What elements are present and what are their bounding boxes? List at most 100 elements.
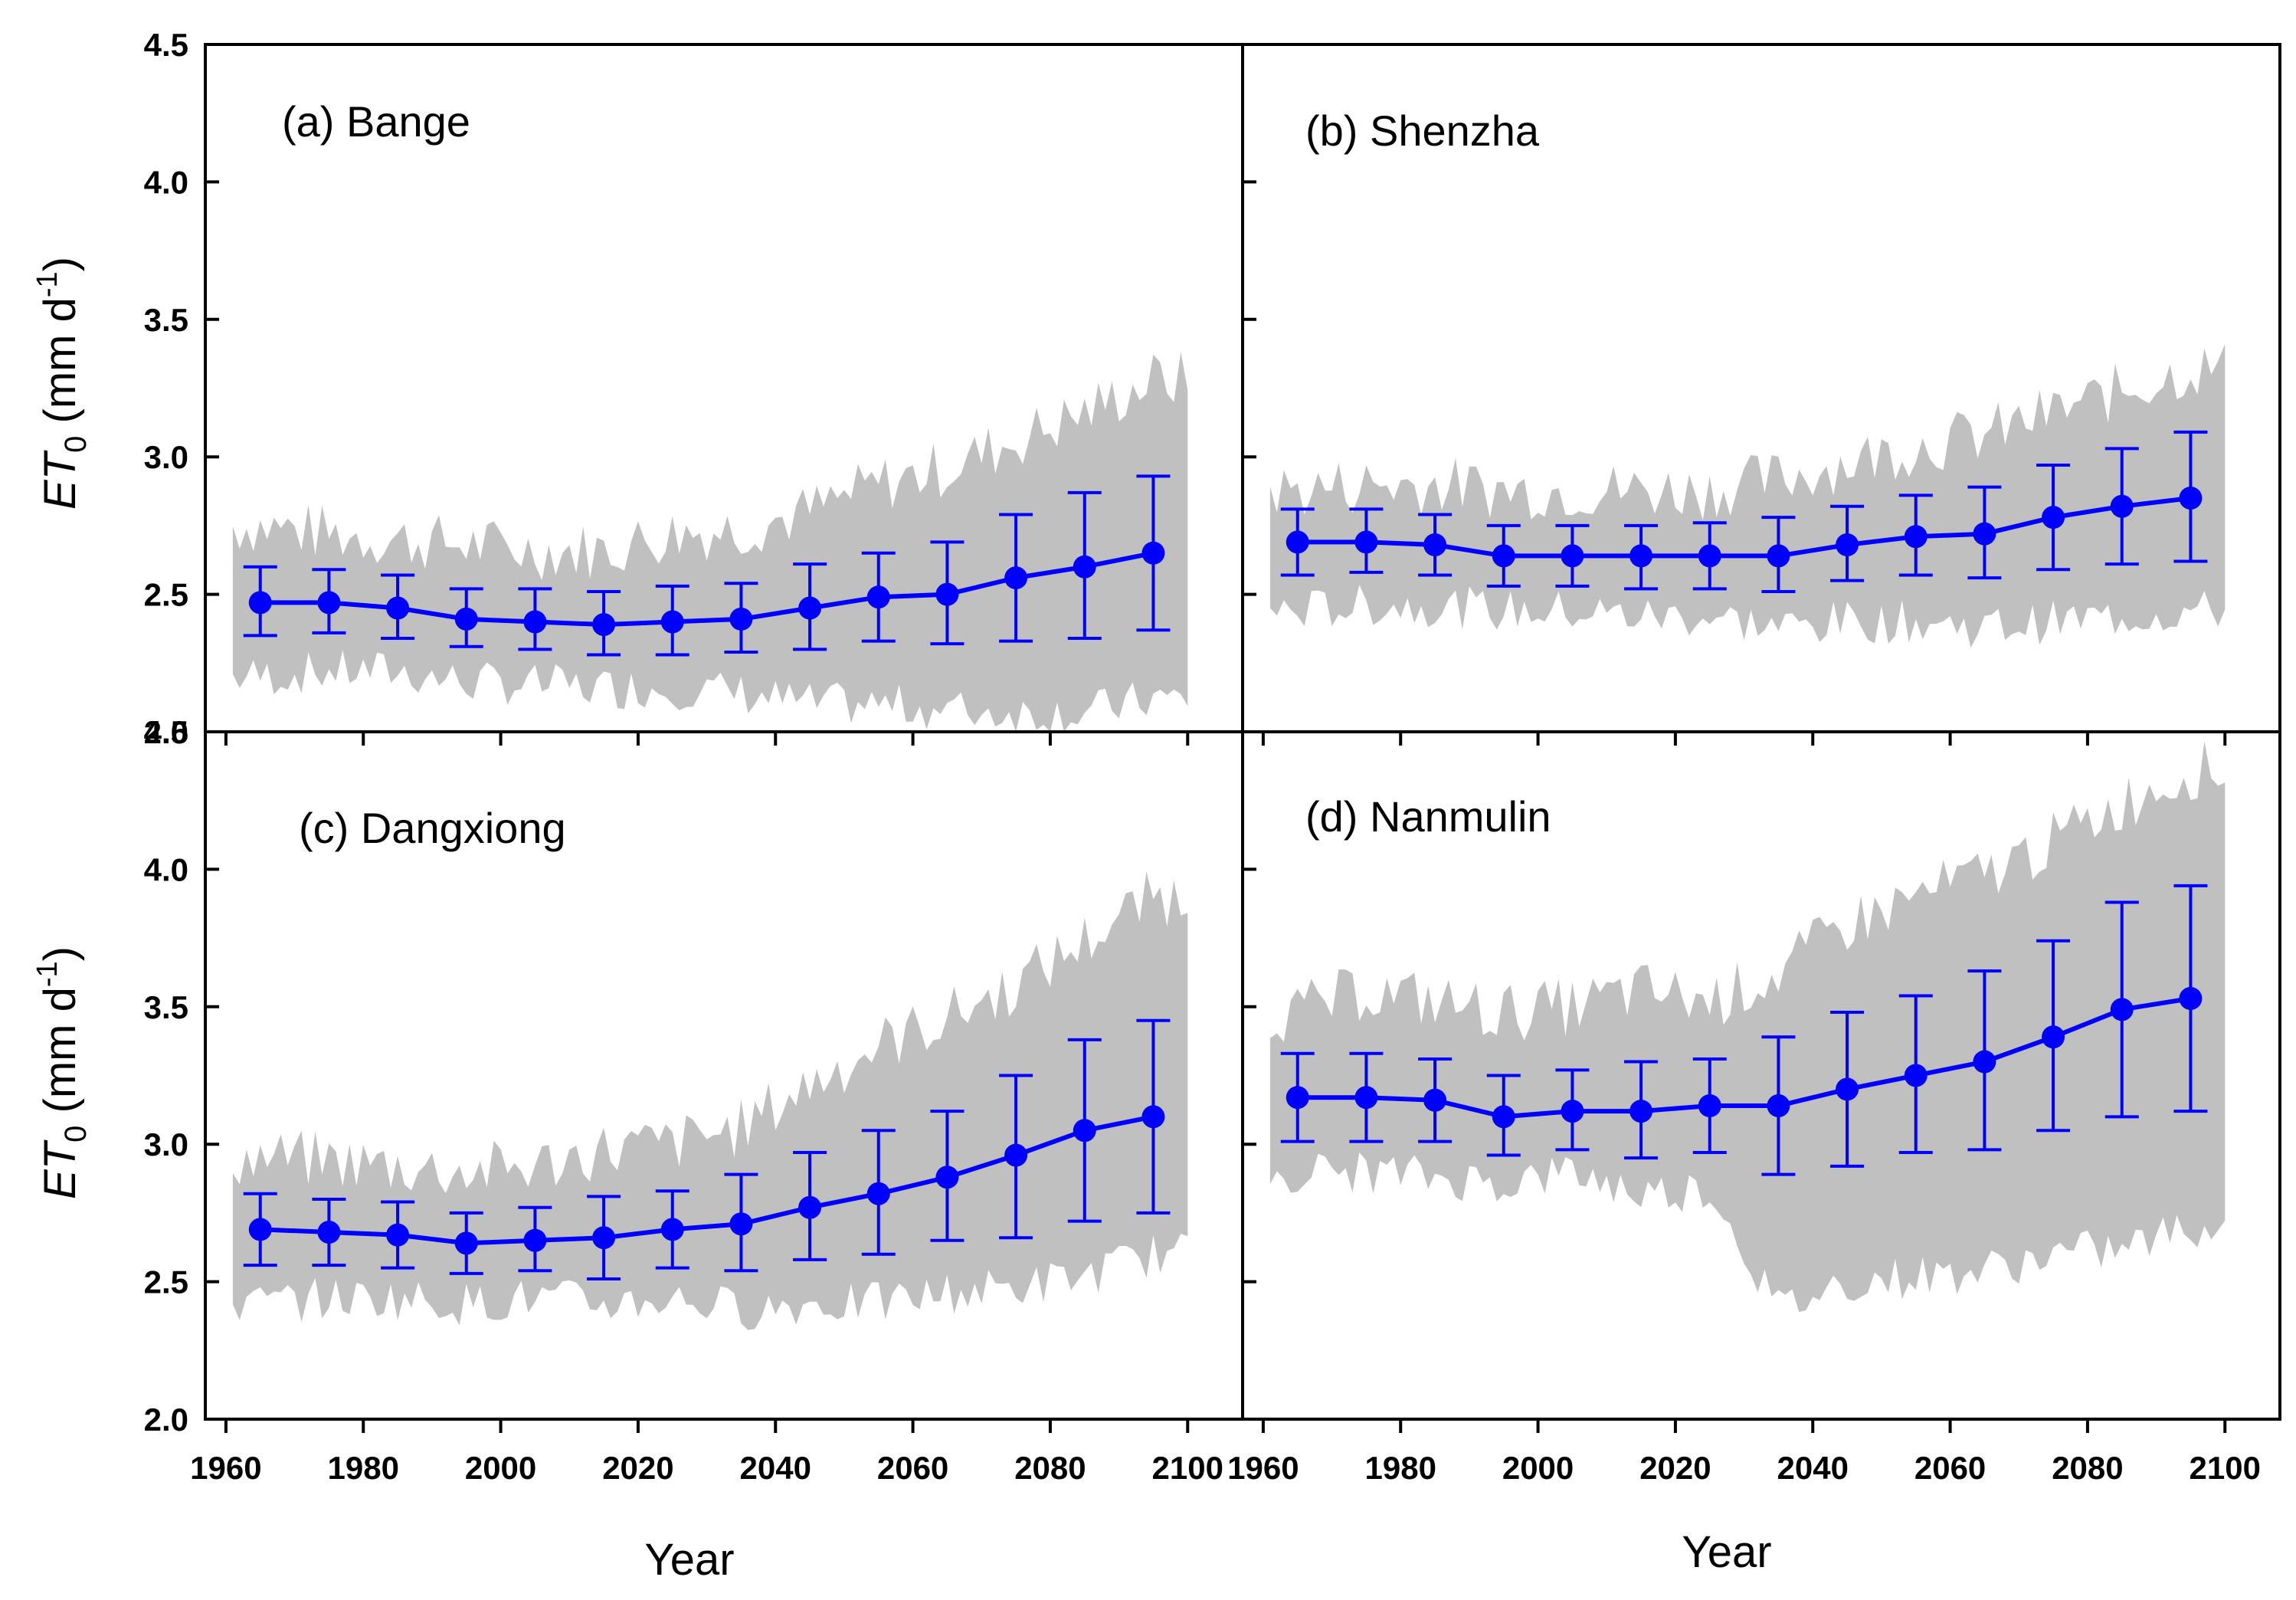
y-tick-label-a-3.0: 3.0 [144, 439, 188, 475]
mean-point-a-2065 [935, 582, 959, 606]
y-axis-title-top: ET0 (mm d-1) [31, 257, 93, 510]
band-layer [232, 344, 2226, 1330]
range-band-b [1269, 344, 2226, 648]
x-tick-label-d-2020: 2020 [1639, 1450, 1711, 1486]
mean-point-a-2005 [523, 610, 547, 634]
x-tick-label-d-2040: 2040 [1777, 1450, 1849, 1486]
y-axis-title-bottom-sub: 0 [59, 1126, 93, 1143]
mean-line-b [1297, 496, 2191, 559]
y-tick-label-c-4.0: 4.0 [144, 851, 188, 887]
mean-point-c-1965 [248, 1218, 272, 1241]
mean-point-b-2025 [1698, 544, 1721, 568]
mean-point-c-2075 [1004, 1143, 1028, 1167]
x-axis-title-left: Year [644, 1535, 734, 1585]
mean-point-b-1985 [1423, 533, 1447, 557]
mean-point-b-2055 [1904, 525, 1928, 549]
mean-point-b-1995 [1492, 544, 1515, 568]
y-tick-label-c-4.5: 4.5 [144, 714, 188, 750]
mean-point-a-1975 [317, 591, 341, 615]
panel-title-b: (b) Shenzha [1305, 107, 1540, 155]
y-tick-label-c-3.0: 3.0 [144, 1126, 188, 1162]
mean-point-d-2075 [2042, 1025, 2065, 1049]
y-axis-title-top-et: ET [35, 450, 85, 510]
x-tick-label-c-2020: 2020 [602, 1450, 673, 1486]
x-tick-label-c-2100: 2100 [1152, 1450, 1223, 1486]
mean-point-a-1995 [454, 607, 478, 631]
mean-point-c-2025 [660, 1218, 684, 1241]
y-axis-title-top-close: ) [35, 257, 85, 271]
mean-point-c-2045 [798, 1195, 822, 1219]
mean-point-b-2035 [1767, 544, 1790, 568]
mean-point-b-2075 [2042, 506, 2065, 530]
mean-point-c-2065 [935, 1166, 959, 1189]
x-tick-label-d-1980: 1980 [1365, 1450, 1436, 1486]
mean-point-a-2015 [592, 613, 616, 637]
mean-point-a-1985 [386, 596, 410, 620]
mean-point-c-1985 [386, 1223, 410, 1247]
mean-point-d-2045 [1836, 1077, 1859, 1101]
mean-point-d-1985 [1423, 1088, 1447, 1112]
y-tick-label-c-3.5: 3.5 [144, 989, 188, 1025]
mean-point-d-2065 [1973, 1050, 1996, 1074]
mean-point-c-1975 [317, 1221, 341, 1244]
x-tick-label-c-2060: 2060 [877, 1450, 948, 1486]
y-axis-title-top-sub: 0 [59, 436, 93, 453]
mean-line-a [260, 550, 1154, 628]
x-tick-label-c-1960: 1960 [190, 1450, 261, 1486]
x-axis-title-right: Year [1682, 1527, 1771, 1577]
mean-point-a-2035 [729, 607, 753, 631]
mean-point-b-2005 [1561, 544, 1584, 568]
y-axis-title-bottom-close: ) [35, 946, 85, 961]
mean-point-d-2025 [1698, 1093, 1721, 1117]
mean-point-b-2045 [1836, 533, 1859, 557]
mean-point-d-2035 [1767, 1093, 1790, 1117]
mean-point-b-2065 [1973, 522, 1996, 546]
range-band-c [232, 871, 1188, 1330]
x-tick-label-d-2080: 2080 [2052, 1450, 2123, 1486]
mean-point-a-2055 [866, 585, 890, 609]
mean-point-c-2035 [729, 1212, 753, 1236]
y-axis-title-bottom-et: ET [35, 1139, 85, 1199]
x-tick-label-c-2000: 2000 [465, 1450, 536, 1486]
y-axis-title-bottom-sup: -1 [31, 961, 64, 987]
label-layer: 2.02.53.03.54.04.52.02.53.03.54.04.51960… [144, 27, 2261, 1486]
mean-point-d-1965 [1286, 1086, 1309, 1110]
panel-title-c: (c) Dangxiong [299, 804, 566, 852]
mean-line-c [260, 1114, 1154, 1246]
y-tick-label-a-4.0: 4.0 [144, 164, 188, 200]
frame-layer [204, 43, 2281, 1421]
y-tick-label-a-2.5: 2.5 [144, 577, 188, 613]
mean-point-d-1995 [1492, 1105, 1515, 1129]
x-tick-label-d-1960: 1960 [1227, 1450, 1299, 1486]
y-tick-label-a-4.5: 4.5 [144, 27, 188, 63]
mean-point-b-1965 [1286, 530, 1309, 554]
range-band-d [1269, 741, 2226, 1313]
mean-point-a-2095 [1141, 541, 1165, 565]
mean-point-a-2085 [1073, 555, 1096, 579]
panel-frame-d [1241, 730, 2281, 1421]
mean-point-d-2095 [2179, 987, 2203, 1011]
x-tick-label-d-2060: 2060 [1914, 1450, 1986, 1486]
mean-point-c-2055 [866, 1182, 890, 1205]
mean-point-a-2045 [798, 596, 822, 620]
x-tick-label-d-2000: 2000 [1502, 1450, 1574, 1486]
mean-point-b-2095 [2179, 487, 2203, 510]
range-band-a [232, 352, 1188, 732]
mean-point-c-1995 [454, 1231, 478, 1255]
x-tick-label-c-1980: 1980 [328, 1450, 399, 1486]
mean-point-c-2085 [1073, 1119, 1096, 1143]
y-tick-label-c-2.5: 2.5 [144, 1264, 188, 1300]
mean-point-a-2025 [660, 610, 684, 634]
y-axis-title-top-unit: (mm d [35, 297, 85, 435]
mean-point-d-2085 [2110, 998, 2134, 1021]
mean-point-b-2085 [2110, 494, 2134, 518]
y-tick-label-a-2.0: 2.0 [144, 714, 188, 750]
mean-point-d-2005 [1561, 1100, 1584, 1123]
y-tick-label-a-3.5: 3.5 [144, 302, 188, 338]
mean-point-c-2015 [592, 1226, 616, 1250]
mean-point-c-2095 [1141, 1105, 1165, 1129]
panel-title-a: (a) Bange [282, 97, 470, 146]
x-tick-label-c-2040: 2040 [740, 1450, 811, 1486]
mean-line-d [1297, 996, 2191, 1120]
